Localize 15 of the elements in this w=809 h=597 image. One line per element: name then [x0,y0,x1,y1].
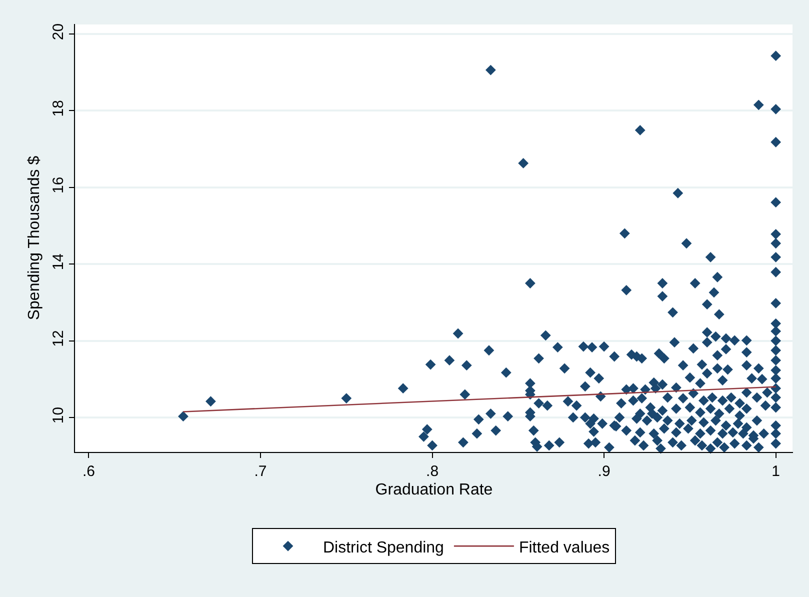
x-tick-label: .6 [82,463,95,480]
y-tick-label: 18 [50,100,67,117]
x-tick-label: .7 [254,463,267,480]
legend-label: District Spending [323,539,444,556]
x-tick-label: .9 [598,463,610,480]
y-tick-label: 12 [50,330,67,347]
legend-label: Fitted values [518,539,610,556]
x-tick-label: 1 [772,463,780,480]
y-tick-label: 16 [50,176,67,194]
y-tick-label: 10 [50,406,67,424]
y-tick-label: 14 [50,253,67,270]
x-axis-title: Graduation Rate [375,482,493,499]
y-axis-title: Spending Thousands $ [26,156,43,320]
x-tick-label: .8 [426,463,439,480]
y-tick-label: 20 [50,23,67,40]
